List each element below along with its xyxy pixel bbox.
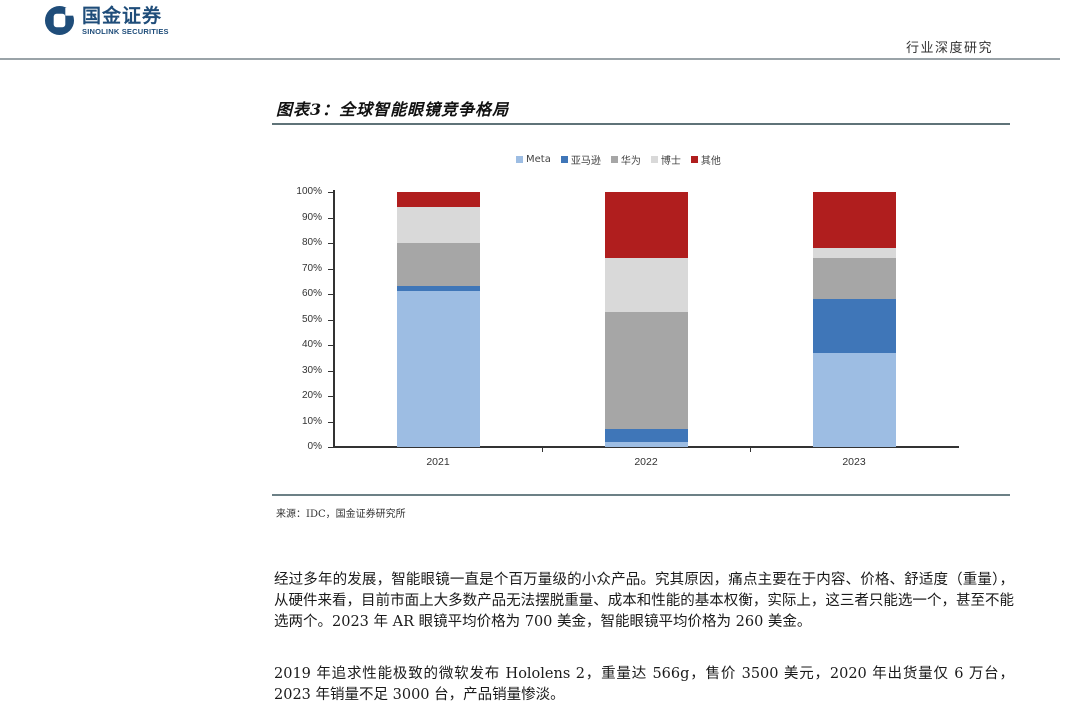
y-axis-tick [328, 421, 333, 423]
x-axis-tick [542, 447, 543, 452]
logo-english-name: SINOLINK SECURITIES [82, 27, 169, 36]
legend-swatch [650, 156, 658, 163]
y-axis-tick [328, 370, 333, 372]
bar-segment [397, 286, 480, 292]
x-label-2021: 2021 [426, 456, 450, 468]
legend-item-meta: Meta [516, 154, 551, 165]
y-axis-tick [328, 268, 333, 270]
y-axis-tick [328, 192, 333, 193]
bar-segment [605, 258, 688, 312]
legend-item-amazon: 亚马逊 [560, 152, 601, 167]
legend-label: 博士 [660, 156, 681, 167]
bar-segment [397, 243, 480, 287]
figure-source: 来源：IDC，国金证券研究所 [276, 509, 406, 520]
chart-legend: Meta 亚马逊 华为 博士 其他 [516, 152, 721, 167]
bar-segment [397, 207, 480, 244]
body-paragraph-2: 2019 年追求性能极致的微软发布 Hololens 2，重量达 566g，售价… [274, 666, 1014, 703]
sinolink-logo-icon [44, 5, 75, 36]
bar-segment [605, 192, 688, 259]
legend-label: 亚马逊 [570, 156, 601, 167]
y-axis-label: 70% [301, 262, 322, 274]
logo-chinese-name: 国金证券 [82, 5, 163, 27]
legend-swatch [516, 156, 523, 163]
legend-item-huawei: 华为 [610, 152, 641, 167]
y-axis-tick [328, 345, 333, 346]
y-axis-tick [328, 243, 333, 244]
legend-swatch [690, 156, 698, 163]
header-divider [0, 58, 1060, 60]
y-axis-label: 100% [296, 186, 322, 197]
y-axis-label: 50% [301, 313, 322, 325]
body-paragraph-1: 经过多年的发展，智能眼镜一直是个百万量级的小众产品。究其原因，痛点主要在于内容、… [274, 572, 1014, 630]
legend-label: 华为 [620, 156, 641, 167]
bar-segment [813, 192, 896, 249]
y-axis-label: 80% [301, 237, 322, 248]
bar-segment [605, 441, 688, 447]
y-axis-label: 30% [301, 364, 322, 376]
bar-segment [605, 429, 688, 442]
bar-2022 [605, 192, 688, 447]
x-axis-tick [750, 447, 751, 452]
legend-item-other: 其他 [690, 152, 721, 167]
legend-item-bose: 博士 [650, 152, 681, 167]
y-axis-tick [328, 396, 333, 397]
report-type-label: 行业深度研究 [906, 41, 994, 56]
bar-segment [397, 192, 480, 208]
y-axis-tick [328, 217, 333, 219]
bar-segment [813, 352, 896, 447]
bar-segment [813, 248, 896, 259]
y-axis-label: 90% [301, 211, 322, 223]
bar-segment [397, 291, 480, 447]
y-axis-label: 20% [301, 390, 322, 401]
figure-title: 图表3：全球智能眼镜竞争格局 [276, 100, 510, 119]
y-axis-label: 10% [301, 415, 322, 427]
x-label-2023: 2023 [842, 456, 866, 468]
figure-title-divider [272, 123, 1010, 125]
bar-2023 [813, 192, 896, 447]
bar-segment [605, 311, 688, 430]
y-axis [333, 190, 335, 448]
y-axis-label: 60% [301, 288, 322, 299]
source-divider [272, 494, 1010, 496]
y-axis-tick [328, 294, 333, 295]
y-axis-label: 0% [307, 441, 322, 452]
y-axis-label: 40% [301, 339, 322, 350]
y-axis-tick [328, 447, 333, 448]
bar-segment [813, 258, 896, 300]
bar-2021 [397, 192, 480, 447]
bar-segment [813, 299, 896, 353]
legend-swatch [610, 156, 618, 163]
legend-swatch [560, 156, 568, 163]
legend-label: 其他 [700, 156, 721, 167]
y-axis-tick [328, 319, 333, 321]
x-label-2022: 2022 [634, 456, 658, 468]
legend-label: Meta [526, 154, 551, 165]
